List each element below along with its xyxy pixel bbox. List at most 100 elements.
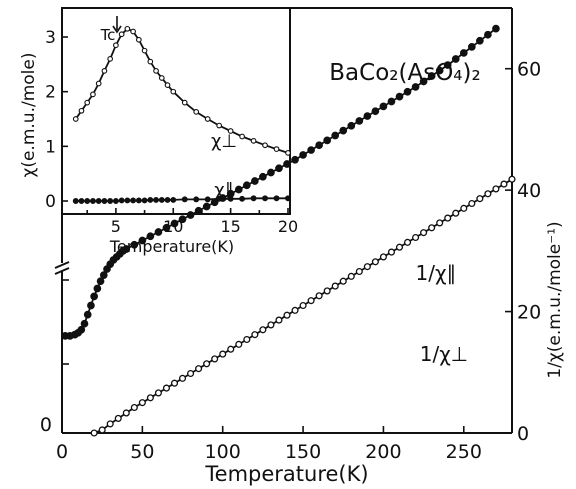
chi-perp-point: [193, 109, 200, 115]
inverse-chi-perp-point: [387, 248, 396, 256]
inset-y-axis-label: χ(e.m.u./mole): [19, 53, 39, 178]
inverse-chi-parallel-point: [403, 87, 412, 96]
chi-perp-point: [147, 58, 154, 65]
axis-break-mark-2: [54, 267, 70, 275]
inverse-chi-parallel-point: [427, 72, 436, 80]
chi-parallel-point: [84, 198, 91, 204]
inverse-chi-perp-point: [347, 272, 355, 280]
inset-x-ticks: 5 10 15 20: [86, 208, 298, 236]
inverse-chi-parallel-point: [331, 131, 340, 140]
main-right-tick-label: 20: [517, 302, 541, 324]
inverse-chi-parallel-point: [387, 97, 396, 106]
inverse-chi-perp-point: [178, 374, 187, 382]
main-x-tick-label: 0: [56, 441, 68, 463]
inverse-chi-parallel-point: [138, 236, 147, 245]
main-x-axis-label: Temperature(K): [204, 462, 368, 486]
chi-perp-point: [153, 68, 159, 74]
chi-parallel-point: [193, 196, 200, 203]
inverse-chi-perp-point: [428, 224, 436, 232]
chi-parallel-point: [72, 198, 79, 204]
chi-perp-point: [118, 31, 125, 38]
inverse-chi-perp-point: [307, 297, 315, 305]
inverse-chi-perp-point: [468, 199, 476, 208]
inverse-chi-parallel-point: [467, 43, 476, 51]
inset-series: [72, 25, 291, 204]
inverse-chi-perp-point: [187, 369, 195, 378]
chi-perp-point: [250, 138, 257, 144]
chi-parallel-point: [147, 196, 154, 203]
inverse-chi-parallel-point: [96, 277, 105, 286]
chi-perp-point: [239, 133, 245, 140]
inverse-chi-perp-point: [275, 316, 283, 324]
inverse-chi-parallel-point: [291, 155, 299, 164]
chi-parallel-point: [89, 198, 96, 204]
inverse-chi-perp-point: [203, 360, 211, 368]
chi-parallel-point: [262, 195, 269, 202]
inverse-chi-parallel-point: [451, 55, 460, 63]
inverse-chi-perp-point: [227, 345, 235, 353]
inset-x-tick-label: 5: [111, 217, 121, 236]
chi-perp-point: [135, 36, 142, 43]
inverse-chi-parallel-point: [363, 112, 372, 120]
inverse-chi-parallel-point: [80, 319, 89, 328]
main-right-tick-label: 0: [517, 423, 529, 445]
inverse-chi-parallel-point: [355, 117, 364, 125]
inverse-chi-parallel-point: [476, 36, 484, 45]
chi-perp-point: [181, 99, 188, 106]
chi-perp-point: [72, 116, 79, 122]
inverse-chi-parallel-point: [83, 310, 92, 319]
main-x-tick-label: 150: [285, 441, 321, 463]
main-x-ticks: 0 50 100 150 200 250: [56, 426, 482, 463]
inverse-chi-perp-point: [170, 379, 179, 387]
inset-plot: 5 10 15 20 0 1 2 3 Temperature(K) χ(e.m.u./mol…: [19, 7, 481, 256]
inverse-chi-parallel-point: [395, 92, 404, 101]
chi-parallel-point: [181, 196, 188, 203]
inverse-chi-perp-point: [315, 292, 323, 300]
inset-frame: [61, 7, 291, 215]
main-right-tick-label: 60: [517, 59, 541, 81]
inset-y-tick-label: 1: [45, 137, 56, 157]
chi-parallel-point: [170, 196, 177, 203]
tc-arrow-head: [112, 25, 122, 34]
inverse-chi-parallel-point: [347, 121, 356, 130]
inverse-chi-perp-point: [379, 253, 387, 261]
inverse-chi-perp-point: [243, 335, 251, 344]
inverse-chi-perp-point: [138, 399, 146, 407]
inverse-chi-parallel-point: [379, 102, 388, 111]
inverse-chi-parallel-point: [435, 66, 444, 75]
chi-perp-point: [262, 142, 268, 149]
inverse-chi-parallel-point: [130, 240, 139, 249]
main-right-tick-label: 40: [517, 180, 541, 202]
inverse-chi-parallel-point: [154, 228, 163, 236]
inverse-chi-perp-point: [508, 175, 516, 183]
main-x-tick-label: 250: [446, 441, 482, 463]
inverse-chi-parallel-point: [242, 181, 251, 190]
inset-x-tick-label: 15: [220, 217, 240, 236]
inverse-chi-perp-point: [114, 414, 122, 422]
inverse-chi-perp-point: [267, 321, 275, 329]
chi-parallel-point: [112, 198, 119, 204]
chart-title: BaCo₂(AsO₄)₂: [329, 60, 480, 86]
main-x-tick-label: 50: [130, 441, 154, 463]
inverse-chi-perp-point: [444, 214, 452, 222]
chi-parallel-point: [216, 195, 223, 202]
inset-label-chi-parallel: χ∥: [214, 180, 233, 201]
chi-perp-point: [285, 150, 291, 156]
inverse-chi-perp-point: [146, 394, 154, 402]
inverse-chi-parallel-point: [202, 202, 211, 211]
chi-parallel-point: [239, 195, 246, 202]
inverse-chi-parallel-point: [275, 164, 283, 173]
chi-parallel-point: [227, 195, 234, 202]
chi-parallel-point: [107, 198, 114, 204]
chi-perp-point: [78, 107, 85, 114]
chi-parallel-point: [285, 195, 291, 202]
inverse-chi-perp-point: [452, 209, 460, 217]
inverse-chi-parallel-point: [419, 77, 428, 86]
chi-parallel-point: [141, 197, 148, 204]
label-inverse-chi-perp: 1/χ⊥: [420, 342, 468, 366]
chi-parallel-point: [273, 195, 280, 202]
inverse-chi-parallel-point: [122, 245, 131, 253]
inverse-chi-perp-point: [460, 204, 468, 212]
inverse-chi-parallel-point: [371, 107, 380, 116]
